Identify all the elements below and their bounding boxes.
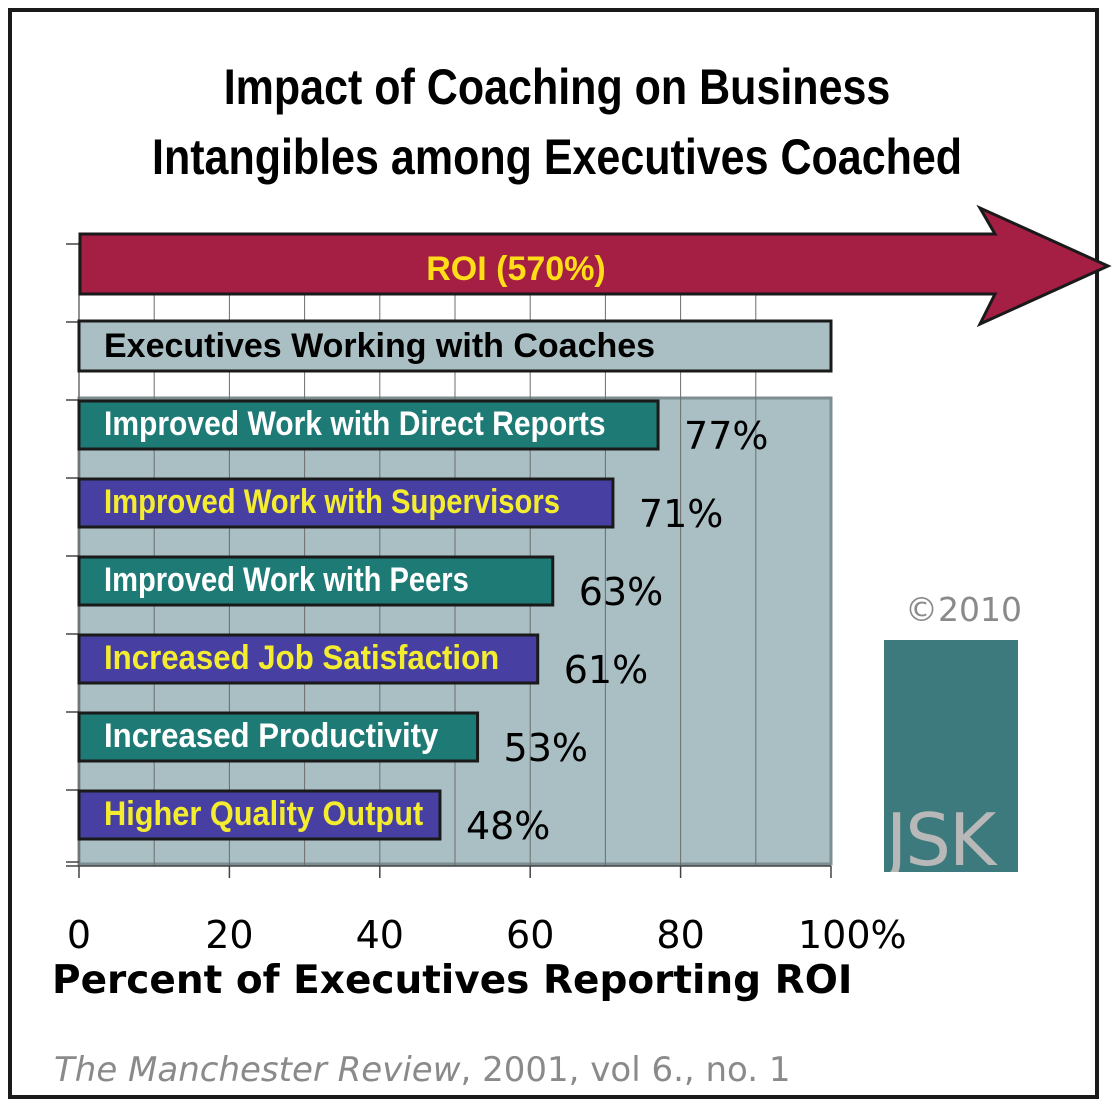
bar-label: Improved Work with Supervisors <box>104 483 560 521</box>
roi-arrow-label: ROI (570%) <box>426 250 606 288</box>
header-bar-label: Executives Working with Coaches <box>104 327 655 365</box>
bar-value-label: 61% <box>564 648 648 692</box>
bar-label: Higher Quality Output <box>104 795 423 833</box>
jsk-logo: JSK <box>884 640 1018 872</box>
source-details: , 2001, vol 6., no. 1 <box>460 1050 791 1090</box>
x-tick-label: 20 <box>205 913 253 957</box>
chart-title-line1: Impact of Coaching on Business <box>223 59 891 115</box>
chart-frame <box>8 8 1099 1099</box>
copyright-notice: ©2010 <box>905 590 1022 629</box>
header-bar <box>77 319 833 373</box>
x-tick-label: 0 <box>67 913 91 957</box>
x-tick-label: 100% <box>798 913 907 957</box>
bar-label: Increased Productivity <box>104 717 438 755</box>
bar-label: Improved Work with Peers <box>104 561 469 599</box>
roi-arrow <box>78 204 1112 328</box>
bar <box>77 477 615 529</box>
bar-value-label: 77% <box>684 414 768 458</box>
bar <box>77 789 442 841</box>
bar-label: Improved Work with Direct Reports <box>104 405 606 443</box>
bar <box>77 711 480 763</box>
x-tick-label: 40 <box>356 913 404 957</box>
source-citation: The Manchester Review, 2001, vol 6., no.… <box>54 1050 791 1090</box>
x-tick-label: 60 <box>506 913 554 957</box>
bar <box>77 633 540 685</box>
x-axis-label: Percent of Executives Reporting ROI <box>52 958 853 1003</box>
bar-value-label: 53% <box>504 726 588 770</box>
bar-label: Increased Job Satisfaction <box>104 639 499 677</box>
source-journal: The Manchester Review <box>54 1050 461 1090</box>
chart-title-line2: Intangibles among Executives Coached <box>152 129 963 185</box>
bar-value-label: 63% <box>579 570 663 614</box>
bar <box>77 555 555 607</box>
bar-value-label: 71% <box>639 492 723 536</box>
logo-text: JSK <box>886 798 996 872</box>
x-tick-label: 80 <box>656 913 704 957</box>
bar <box>77 399 660 451</box>
bar-value-label: 48% <box>466 804 550 848</box>
